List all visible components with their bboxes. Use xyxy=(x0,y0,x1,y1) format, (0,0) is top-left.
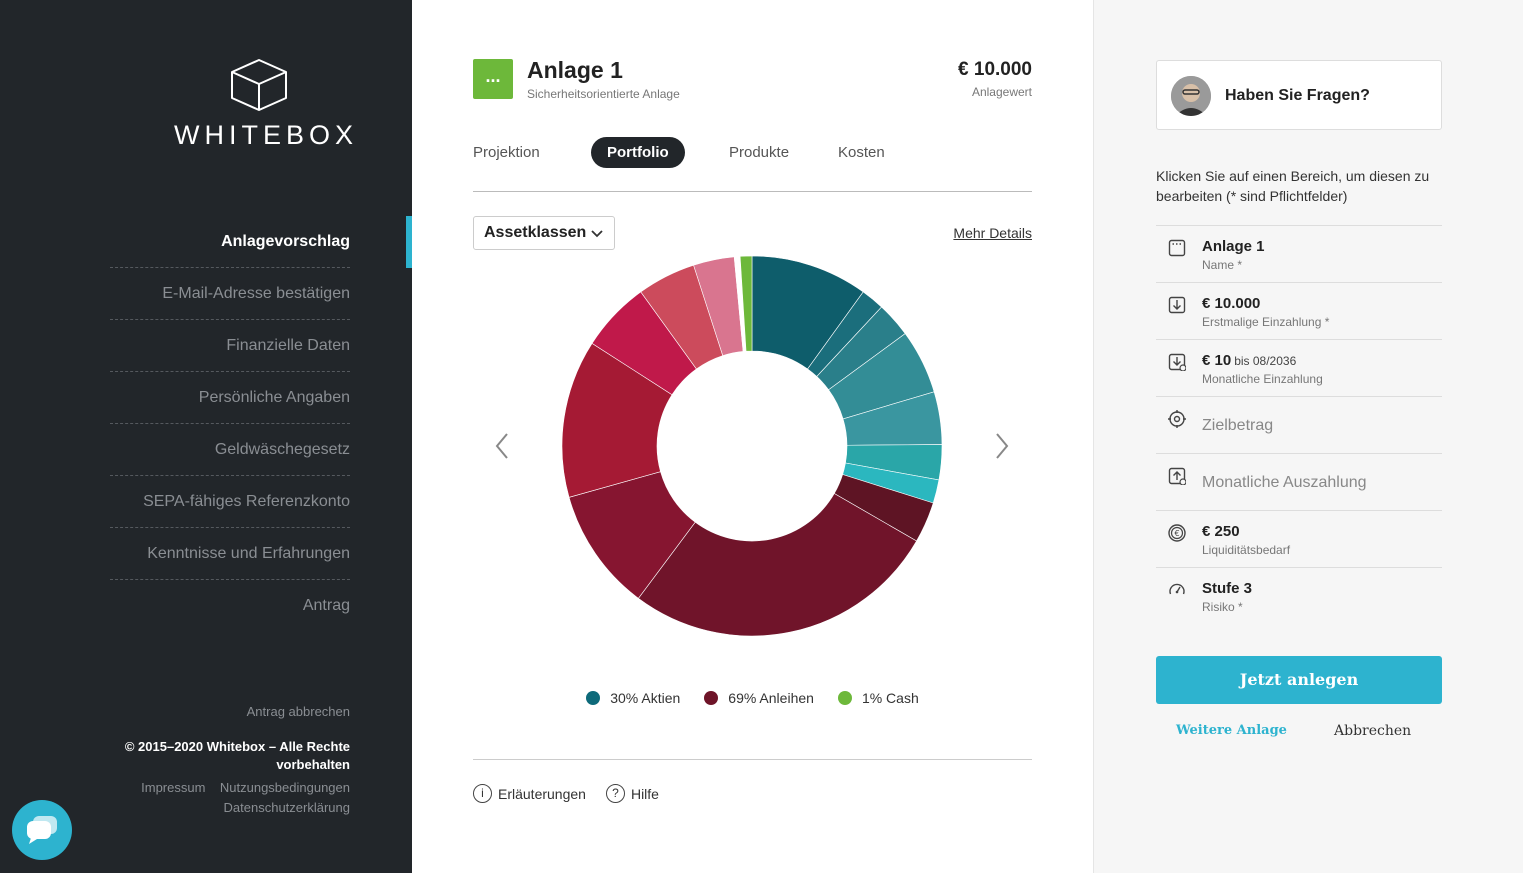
question-icon: ? xyxy=(605,784,625,803)
sidebar-item-anlagevorschlag[interactable]: Anlagevorschlag xyxy=(110,216,350,268)
legend-label-aktien: 30% Aktien xyxy=(610,690,681,706)
field-initial-deposit-label: Erstmalige Einzahlung * xyxy=(1202,315,1330,329)
chevron-right-icon[interactable] xyxy=(993,432,1011,460)
more-details-link[interactable]: Mehr Details xyxy=(953,225,1032,241)
privacy-link[interactable]: Datenschutzerklärung xyxy=(223,800,350,815)
field-name-label: Name * xyxy=(1202,258,1243,272)
sidebar-item-email[interactable]: E-Mail-Adresse bestätigen xyxy=(110,268,350,320)
target-icon xyxy=(1168,410,1186,428)
sidebar-item-geldwaeschegesetz[interactable]: Geldwäschegesetz xyxy=(110,424,350,476)
field-liquidity-label: Liquiditätsbedarf xyxy=(1202,543,1291,557)
legend-dot-cash xyxy=(837,691,852,705)
terms-link[interactable]: Nutzungsbedingungen xyxy=(219,780,350,795)
field-monthly-payout-label: Monatliche Auszahlung xyxy=(1202,474,1367,491)
page-title: Anlage 1 xyxy=(527,57,623,83)
help-card[interactable]: Haben Sie Fragen? xyxy=(1156,60,1442,130)
copyright: © 2015–2020 Whitebox – Alle Rechte vorbe… xyxy=(124,739,350,772)
field-name-value: Anlage 1 xyxy=(1202,238,1265,255)
tab-projektion[interactable]: Projektion xyxy=(473,144,540,161)
legend-label-cash: 1% Cash xyxy=(861,690,919,706)
help-link[interactable]: ? Hilfe xyxy=(605,784,659,803)
tab-produkte[interactable]: Produkte xyxy=(729,144,790,161)
right-panel: Haben Sie Fragen? Klicken Sie auf einen … xyxy=(1093,0,1523,873)
gauge-icon xyxy=(1169,583,1185,595)
asset-class-dropdown-value: Assetklassen xyxy=(484,224,587,241)
page-subtitle: Sicherheitsorientierte Anlage xyxy=(527,87,680,101)
chat-button[interactable] xyxy=(12,800,72,860)
investment-amount: € 10.000 xyxy=(958,59,1032,80)
brand-logo-text: WHITEBOX xyxy=(174,120,359,150)
chart-legend: 30% Aktien 69% Anleihen 1% Cash xyxy=(473,690,1032,706)
field-liquidity-value: € 250 xyxy=(1202,523,1240,540)
investment-amount-label: Anlagewert xyxy=(971,85,1032,99)
field-monthly-deposit[interactable]: € 10 bis 08/2036 Monatliche Einzahlung xyxy=(1156,339,1442,396)
sidebar-item-finanzielle-daten[interactable]: Finanzielle Daten xyxy=(110,320,350,372)
svg-text:€: € xyxy=(1174,529,1179,538)
field-name[interactable]: Anlage 1 Name * xyxy=(1156,225,1442,282)
active-nav-indicator xyxy=(406,216,412,268)
explanations-link[interactable]: i Erläuterungen xyxy=(473,784,586,803)
legend-label-anleihen: 69% Anleihen xyxy=(728,690,814,706)
avatar xyxy=(1171,76,1211,116)
legend-dot-aktien xyxy=(586,691,601,705)
impressum-link[interactable]: Impressum xyxy=(141,780,206,795)
field-risk[interactable]: Stufe 3 Risiko * xyxy=(1156,567,1442,624)
field-monthly-deposit-value-wrap: € 10 bis 08/2036 xyxy=(1202,352,1296,369)
cancel-button[interactable]: Abbrechen xyxy=(1334,723,1412,739)
legend-item-aktien: 30% Aktien xyxy=(586,690,680,706)
name-icon xyxy=(1168,239,1186,257)
legend-dot-anleihen xyxy=(704,691,719,705)
donut-slice-15[interactable] xyxy=(739,255,753,352)
asset-class-dropdown[interactable]: Assetklassen xyxy=(473,216,615,250)
legal-links: Impressum Nutzungsbedingungen xyxy=(90,778,350,798)
field-initial-deposit-value: € 10.000 xyxy=(1202,295,1261,312)
euro-icon: € xyxy=(1168,524,1186,542)
sidebar-item-persoenliche-angaben[interactable]: Persönliche Angaben xyxy=(110,372,350,424)
add-investment-link[interactable]: Weitere Anlage xyxy=(1176,723,1287,738)
invest-now-button[interactable]: Jetzt anlegen xyxy=(1156,656,1442,704)
chevron-left-icon[interactable] xyxy=(493,432,511,460)
sidebar-item-kenntnisse[interactable]: Kenntnisse und Erfahrungen xyxy=(110,528,350,580)
monthly-deposit-icon xyxy=(1168,353,1186,371)
payout-icon xyxy=(1168,467,1186,485)
chevron-down-icon xyxy=(591,230,603,238)
cube-logo-icon xyxy=(231,59,287,111)
donut-slice-8[interactable] xyxy=(637,493,917,637)
field-monthly-deposit-label: Monatliche Einzahlung xyxy=(1202,372,1323,386)
sidebar-item-sepa[interactable]: SEPA-fähiges Referenzkonto xyxy=(110,476,350,528)
help-title: Haben Sie Fragen? xyxy=(1225,87,1370,104)
sidebar-item-antrag[interactable]: Antrag xyxy=(302,597,350,614)
legend-item-cash: 1% Cash xyxy=(837,690,919,706)
field-liquidity[interactable]: € € 250 Liquiditätsbedarf xyxy=(1156,510,1442,567)
deposit-icon xyxy=(1168,296,1186,314)
tab-portfolio[interactable]: Portfolio xyxy=(591,137,685,168)
info-icon: i xyxy=(473,784,492,803)
field-monthly-payout[interactable]: Monatliche Auszahlung xyxy=(1156,453,1442,510)
field-target-amount-label: Zielbetrag xyxy=(1202,417,1274,434)
sidebar-nav: Anlagevorschlag E-Mail-Adresse bestätige… xyxy=(110,216,350,632)
portfolio-donut-chart xyxy=(561,255,943,637)
field-monthly-deposit-value: € 10 xyxy=(1202,352,1232,369)
portfolio-menu-button[interactable]: ... xyxy=(473,59,513,99)
tab-kosten[interactable]: Kosten xyxy=(838,144,885,161)
field-target-amount[interactable]: Zielbetrag xyxy=(1156,396,1442,453)
explanations-label: Erläuterungen xyxy=(498,785,586,802)
sidebar-footer: Antrag abbrechen © 2015–2020 Whitebox – … xyxy=(90,702,350,818)
field-risk-label: Risiko * xyxy=(1202,600,1243,614)
chat-icon xyxy=(27,816,57,844)
sidebar: WHITEBOX Anlagevorschlag E-Mail-Adresse … xyxy=(0,0,412,873)
field-monthly-deposit-until: bis 08/2036 xyxy=(1234,354,1297,368)
legend-item-anleihen: 69% Anleihen xyxy=(704,690,814,706)
cancel-application-link[interactable]: Antrag abbrechen xyxy=(246,704,350,719)
intro-text: Klicken Sie auf einen Bereich, um diesen… xyxy=(1156,168,1430,204)
divider xyxy=(473,759,1032,760)
field-risk-value: Stufe 3 xyxy=(1202,580,1253,597)
field-initial-deposit[interactable]: € 10.000 Erstmalige Einzahlung * xyxy=(1156,282,1442,339)
settings-fields: Anlage 1 Name * € 10.000 Erstmalige Einz… xyxy=(1156,225,1442,624)
help-label: Hilfe xyxy=(630,785,659,802)
bottom-links: i Erläuterungen ? Hilfe xyxy=(473,784,659,803)
tab-bar: Projektion Portfolio Produkte Kosten xyxy=(473,137,1032,192)
